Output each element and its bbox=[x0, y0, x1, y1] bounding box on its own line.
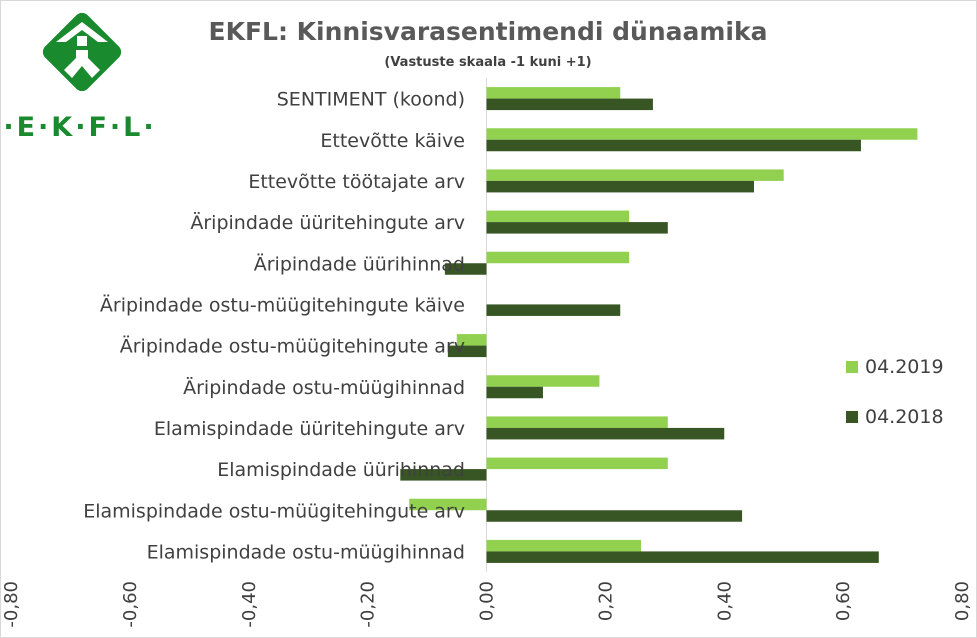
x-tick-label: -0,80 bbox=[1, 581, 22, 628]
x-tick-label: 0,60 bbox=[833, 581, 854, 621]
category-label: Ettevõtte töötajate arv bbox=[248, 171, 465, 193]
bar-series-b-11 bbox=[486, 551, 879, 563]
bar-series-a-6 bbox=[456, 334, 487, 346]
category-label: Ettevõtte käive bbox=[320, 130, 465, 152]
bar-series-b-10 bbox=[486, 510, 743, 522]
category-label: Äripindade ostu-müügihinnad bbox=[183, 376, 465, 399]
bar-series-b-1 bbox=[486, 139, 861, 152]
bar-series-a-1 bbox=[486, 128, 918, 140]
legend-swatch bbox=[846, 361, 858, 373]
bar-series-b-2 bbox=[486, 180, 754, 193]
category-label: Äripindade üüritehingute arv bbox=[190, 211, 465, 234]
legend-label: 04.2019 bbox=[865, 356, 944, 378]
x-tick-label: 0,80 bbox=[952, 581, 973, 621]
x-tick-label: -0,40 bbox=[239, 581, 260, 628]
category-label: Elamispindade ostu-müügihinnad bbox=[147, 541, 465, 563]
logo-mark-icon bbox=[42, 12, 122, 92]
bar-series-a-3 bbox=[486, 210, 630, 223]
legend-label: 04.2018 bbox=[865, 406, 944, 428]
legend-swatch bbox=[846, 411, 858, 423]
category-label: Elamispindade üüritehingute arv bbox=[154, 418, 465, 440]
category-label: Elamispindade üürihinnad bbox=[217, 459, 465, 481]
bar-series-b-9 bbox=[400, 469, 487, 481]
bar-series-a-8 bbox=[486, 416, 668, 428]
chart-title: EKFL: Kinnisvarasentimendi dünaamika bbox=[209, 17, 768, 46]
bar-series-b-3 bbox=[486, 222, 668, 234]
bar-series-b-4 bbox=[444, 263, 487, 275]
bar-series-b-0 bbox=[486, 98, 653, 111]
bar-series-b-5 bbox=[486, 304, 621, 316]
bar-series-a-0 bbox=[486, 87, 621, 99]
bar-series-b-6 bbox=[447, 345, 487, 358]
x-tick-label: 0,40 bbox=[714, 581, 735, 621]
bar-series-a-9 bbox=[486, 457, 668, 470]
x-tick-label: 0,00 bbox=[477, 581, 498, 621]
plot-area: SENTIMENT (koond) Ettevõtte käive Ettevõtt… bbox=[1, 78, 973, 628]
category-label: Elamispindade ostu-müügitehingute arv bbox=[83, 500, 465, 522]
category-label: Äripindade ostu-müügitehingute arv bbox=[120, 335, 465, 358]
bar-series-a-7 bbox=[486, 375, 600, 387]
legend: 04.2019 04.2018 bbox=[846, 356, 944, 428]
bar-series-a-4 bbox=[486, 251, 630, 264]
ekfl-logo: ·E·K·F·L· bbox=[3, 12, 156, 143]
bar-series-a-2 bbox=[486, 169, 784, 181]
category-label: Äripindade ostu-müügitehingute käive bbox=[100, 293, 465, 316]
x-tick-label: -0,20 bbox=[358, 581, 379, 628]
chart-subtitle: (Vastuste skaala -1 kuni +1) bbox=[384, 55, 591, 70]
logo-text: ·E·K·F·L· bbox=[3, 112, 156, 143]
category-label: Äripindade üürihinnad bbox=[254, 252, 465, 275]
bar-series-b-8 bbox=[486, 427, 725, 440]
x-tick-label: -0,60 bbox=[120, 581, 141, 628]
category-label: SENTIMENT (koond) bbox=[277, 89, 465, 111]
bar-series-b-7 bbox=[486, 386, 543, 399]
bar-series-a-10 bbox=[409, 498, 487, 511]
bar-series-a-11 bbox=[486, 539, 642, 552]
x-tick-label: 0,20 bbox=[595, 581, 616, 621]
